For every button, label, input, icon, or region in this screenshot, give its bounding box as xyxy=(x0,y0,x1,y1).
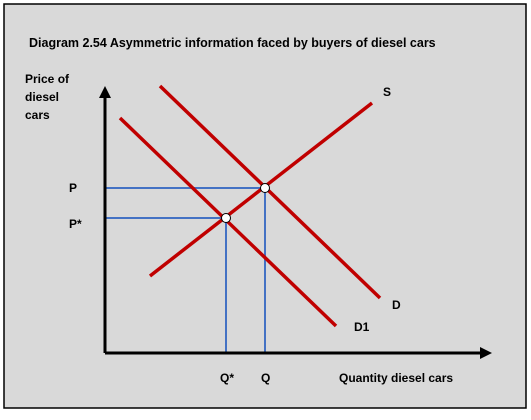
diagram-title: Diagram 2.54 Asymmetric information face… xyxy=(29,36,436,50)
quantity-q-label: Q xyxy=(261,371,271,385)
equilibrium-point-p xyxy=(260,183,270,193)
demand-curve xyxy=(158,84,382,300)
y-axis-label-line-1: Price of xyxy=(25,72,70,86)
y-axis-label-line-3: cars xyxy=(25,108,50,122)
supply-curve-label: S xyxy=(383,85,392,99)
demand-curve-label: D xyxy=(392,298,401,312)
price-p-label: P xyxy=(69,181,78,195)
price-p-star-label: P* xyxy=(69,217,82,231)
quantity-q-star-label: Q* xyxy=(220,371,235,385)
equilibrium-point-p-star xyxy=(221,213,231,223)
y-axis-label-line-2: diesel xyxy=(25,90,60,104)
demand-d1-curve-label: D1 xyxy=(354,320,370,334)
x-axis-label: Quantity diesel cars xyxy=(339,371,454,385)
x-axis-arrowhead xyxy=(480,347,492,359)
y-axis-arrowhead xyxy=(99,86,111,98)
